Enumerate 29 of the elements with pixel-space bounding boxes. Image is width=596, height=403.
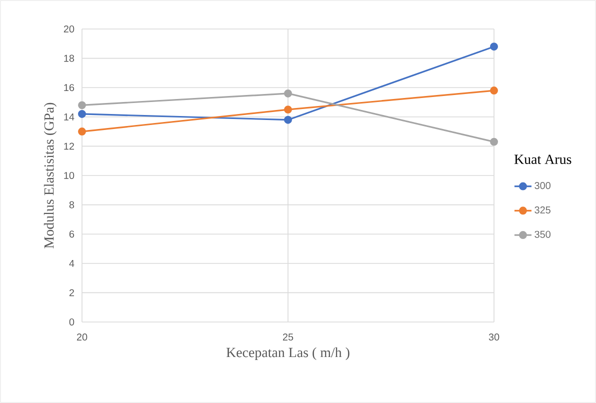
point — [284, 106, 292, 114]
legend-label: 325 — [534, 206, 550, 214]
y-tick-label: 18 — [64, 54, 74, 62]
legend-title: Kuat Arus — [514, 154, 572, 164]
x-tick-label: 25 — [282, 333, 294, 341]
x-axis-title: Kecepatan Las ( m/h ) — [226, 347, 350, 360]
y-tick-label: 16 — [64, 84, 74, 92]
point — [284, 116, 292, 124]
y-tick-label: 8 — [69, 201, 74, 208]
x-tick-label: 20 — [76, 333, 88, 341]
y-axis-title: Modulus Elastisitas (GPa) — [44, 102, 57, 248]
point — [78, 110, 86, 118]
point — [78, 128, 86, 136]
point — [284, 89, 292, 98]
y-tick-label: 0 — [69, 318, 74, 326]
legend-label: 350 — [534, 230, 550, 238]
y-tick-label: 2 — [69, 289, 74, 296]
y-tick-label: 20 — [64, 25, 74, 33]
point — [78, 101, 86, 110]
x-tick-label: 30 — [488, 333, 500, 341]
point — [490, 86, 498, 95]
y-tick-label: 4 — [69, 260, 74, 267]
point — [490, 42, 498, 51]
y-tick-label: 10 — [64, 172, 74, 180]
y-tick-label: 14 — [64, 113, 74, 120]
y-tick-label: 6 — [69, 230, 74, 238]
point — [490, 138, 498, 146]
y-tick-label: 12 — [64, 142, 74, 150]
legend-label: 300 — [534, 182, 550, 190]
